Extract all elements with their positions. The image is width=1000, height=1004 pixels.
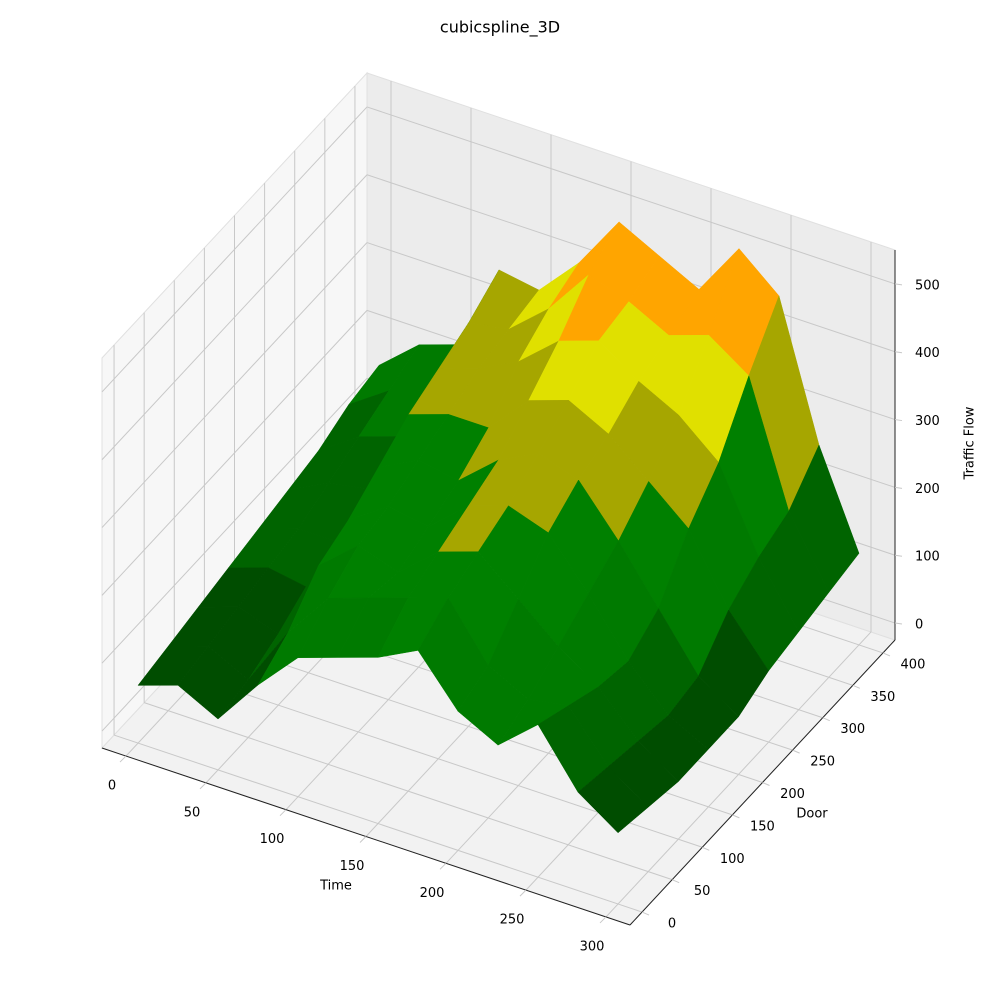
grid-line [113, 734, 643, 913]
y-tick [671, 879, 680, 884]
z-axis-label: Traffic Flow [963, 406, 978, 480]
x-tick-label: 100 [260, 832, 285, 847]
y-tick [852, 684, 861, 689]
y-tick-label: 100 [720, 852, 745, 867]
y-tick-label: 250 [810, 755, 835, 770]
z-tick-label: 300 [915, 414, 940, 429]
chart-title: cubicspline_3D [440, 18, 560, 38]
surface-patch [577, 766, 649, 834]
z-tick-label: 0 [915, 618, 923, 633]
z-tick [894, 419, 903, 422]
grid-line [101, 377, 368, 664]
z-tick-label: 100 [915, 550, 940, 565]
y-tick-label: 200 [780, 787, 805, 802]
y-tick-label: 150 [750, 819, 775, 834]
y-tick-label: 50 [694, 884, 711, 899]
z-tick [894, 486, 903, 489]
x-tick-label: 0 [108, 779, 116, 794]
z-tick-label: 200 [915, 482, 940, 497]
x-axis-label: Time [319, 879, 352, 894]
x-tick-label: 200 [420, 886, 445, 901]
z-tick [894, 622, 903, 625]
grid-line [101, 106, 368, 393]
y-tick-label: 0 [668, 917, 676, 932]
y-tick [641, 911, 650, 916]
x-tick-label: 250 [500, 913, 525, 928]
x-tick [519, 889, 527, 897]
grid-line [366, 106, 896, 285]
x-tick-label: 50 [184, 805, 201, 820]
x-tick [119, 755, 127, 763]
x-tick [199, 782, 207, 790]
grid-line [101, 242, 368, 528]
y-tick [822, 717, 830, 722]
x-tick-label: 150 [340, 859, 365, 874]
grid-line [144, 702, 673, 881]
z-tick [894, 554, 903, 557]
z-tick [894, 351, 903, 354]
x-tick [359, 836, 367, 843]
x-tick [279, 809, 287, 817]
y-tick-label: 350 [870, 690, 895, 705]
y-tick-label: 300 [840, 722, 865, 737]
grid-line [101, 310, 368, 596]
x-tick-label: 300 [580, 939, 605, 954]
z-tick-label: 400 [915, 346, 940, 361]
x-tick [439, 862, 447, 870]
y-tick [732, 814, 740, 819]
z-tick [894, 283, 903, 286]
y-tick [702, 846, 710, 851]
y-tick [792, 749, 800, 754]
x-tick [599, 916, 607, 924]
grid-line [101, 174, 368, 461]
y-tick [882, 652, 891, 657]
z-tick-label: 500 [915, 278, 940, 293]
y-tick-label: 400 [901, 657, 926, 672]
y-tick [762, 782, 770, 786]
y-axis-label: Door [796, 807, 828, 822]
